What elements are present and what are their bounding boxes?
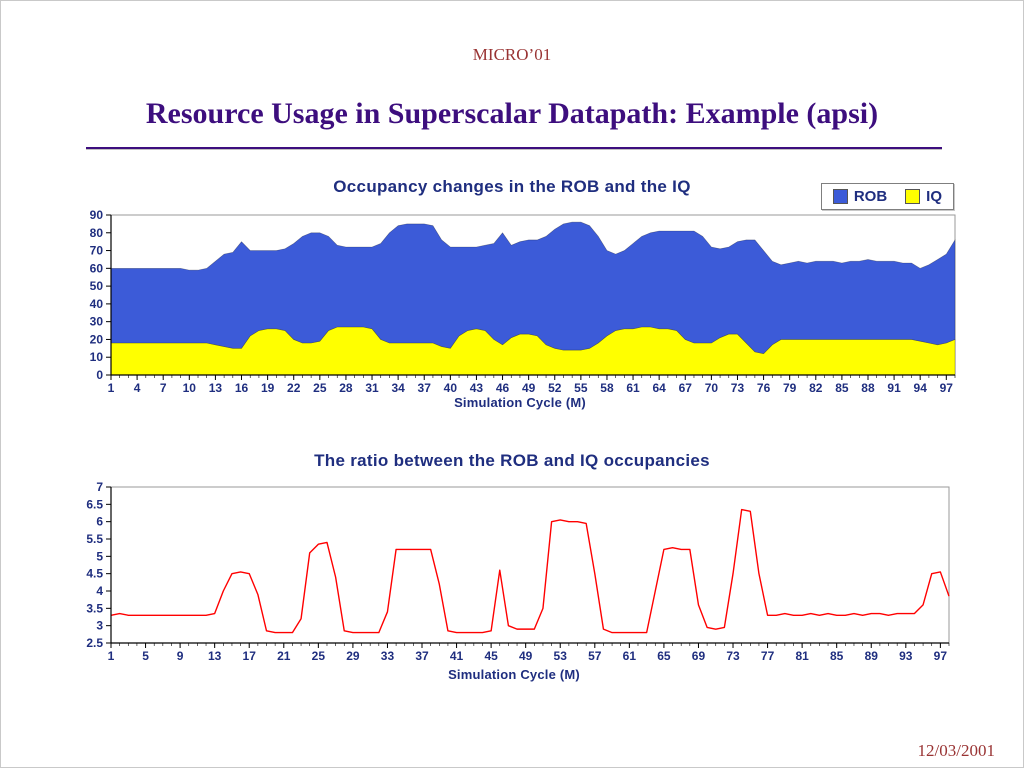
date-label: 12/03/2001 (917, 741, 995, 760)
svg-text:65: 65 (657, 649, 671, 663)
svg-text:37: 37 (418, 381, 432, 395)
ratio-chart-x-axis-title: Simulation Cycle (M) (448, 667, 580, 682)
svg-text:17: 17 (243, 649, 257, 663)
svg-text:9: 9 (177, 649, 184, 663)
svg-text:70: 70 (705, 381, 719, 395)
svg-text:28: 28 (339, 381, 353, 395)
svg-text:2.5: 2.5 (86, 636, 103, 650)
svg-text:49: 49 (522, 381, 536, 395)
svg-text:34: 34 (391, 381, 405, 395)
svg-text:50: 50 (90, 279, 104, 293)
legend-item-rob: ROB (832, 188, 888, 205)
svg-text:49: 49 (519, 649, 533, 663)
iq-swatch-icon (905, 189, 921, 204)
svg-text:67: 67 (679, 381, 693, 395)
svg-text:16: 16 (235, 381, 249, 395)
svg-text:73: 73 (731, 381, 745, 395)
svg-text:89: 89 (865, 649, 879, 663)
svg-text:3: 3 (96, 619, 103, 633)
legend-label-rob: ROB (853, 188, 888, 205)
svg-text:10: 10 (183, 381, 197, 395)
svg-text:6.5: 6.5 (86, 497, 103, 511)
svg-text:4.5: 4.5 (86, 567, 103, 581)
legend-label-iq: IQ (926, 188, 942, 205)
svg-text:19: 19 (261, 381, 275, 395)
svg-text:1: 1 (108, 381, 115, 395)
svg-text:40: 40 (444, 381, 458, 395)
svg-text:79: 79 (783, 381, 797, 395)
svg-text:52: 52 (548, 381, 562, 395)
svg-text:61: 61 (626, 381, 640, 395)
svg-text:60: 60 (90, 261, 104, 275)
svg-text:90: 90 (90, 208, 104, 222)
svg-text:37: 37 (415, 649, 429, 663)
svg-text:43: 43 (470, 381, 484, 395)
ratio-chart-title: The ratio between the ROB and IQ occupan… (314, 451, 710, 470)
legend-item-iq: IQ (905, 188, 942, 205)
svg-text:10: 10 (90, 350, 104, 364)
svg-text:13: 13 (209, 381, 223, 395)
svg-text:81: 81 (795, 649, 809, 663)
rob-swatch-icon (832, 189, 848, 204)
svg-text:21: 21 (277, 649, 291, 663)
svg-text:25: 25 (313, 381, 327, 395)
svg-text:97: 97 (934, 649, 948, 663)
svg-text:5: 5 (142, 649, 149, 663)
svg-text:45: 45 (484, 649, 498, 663)
svg-text:69: 69 (692, 649, 706, 663)
svg-text:22: 22 (287, 381, 301, 395)
svg-text:4: 4 (96, 584, 103, 598)
svg-text:25: 25 (312, 649, 326, 663)
svg-text:97: 97 (940, 381, 954, 395)
svg-text:85: 85 (830, 649, 844, 663)
svg-text:46: 46 (496, 381, 510, 395)
svg-text:20: 20 (90, 332, 104, 346)
svg-text:80: 80 (90, 226, 104, 240)
svg-text:7: 7 (96, 480, 103, 494)
svg-text:5: 5 (96, 549, 103, 563)
svg-text:85: 85 (835, 381, 849, 395)
svg-text:57: 57 (588, 649, 602, 663)
svg-text:0: 0 (96, 368, 103, 382)
svg-text:61: 61 (623, 649, 637, 663)
svg-text:1: 1 (108, 649, 115, 663)
svg-text:33: 33 (381, 649, 395, 663)
svg-text:3.5: 3.5 (86, 601, 103, 615)
svg-text:13: 13 (208, 649, 222, 663)
svg-text:70: 70 (90, 244, 104, 258)
svg-text:41: 41 (450, 649, 464, 663)
svg-text:76: 76 (757, 381, 771, 395)
svg-text:73: 73 (726, 649, 740, 663)
svg-text:53: 53 (554, 649, 568, 663)
conference-header: MICRO’01 (472, 45, 552, 64)
svg-text:5.5: 5.5 (86, 532, 103, 546)
svg-text:88: 88 (861, 381, 875, 395)
svg-text:7: 7 (160, 381, 167, 395)
svg-text:82: 82 (809, 381, 823, 395)
svg-text:94: 94 (914, 381, 928, 395)
title-divider (86, 147, 942, 150)
svg-text:77: 77 (761, 649, 775, 663)
svg-text:55: 55 (574, 381, 588, 395)
svg-text:4: 4 (134, 381, 141, 395)
svg-text:93: 93 (899, 649, 913, 663)
svg-text:30: 30 (90, 315, 104, 329)
occupancy-chart-x-axis-title: Simulation Cycle (M) (454, 395, 586, 410)
chart-legend: ROB IQ (820, 183, 954, 210)
occupancy-chart-title: Occupancy changes in the ROB and the IQ (333, 177, 691, 196)
svg-text:64: 64 (652, 381, 666, 395)
svg-text:91: 91 (887, 381, 901, 395)
svg-text:6: 6 (96, 515, 103, 529)
ratio-line-chart: 1 5 9 13 17 21 25 29 33 37 41 45 49 53 57 61 65 69 73 77 81 8… (86, 480, 950, 663)
svg-text:31: 31 (365, 381, 379, 395)
occupancy-area-chart: 1 4 7 10 13 16 19 22 25 28 31 34 37 40 43 46 49 52 55 58 61 6… (90, 208, 956, 395)
svg-text:58: 58 (600, 381, 614, 395)
svg-text:40: 40 (90, 297, 104, 311)
svg-text:29: 29 (346, 649, 360, 663)
slide-title: Resource Usage in Superscalar Datapath: … (145, 97, 879, 130)
